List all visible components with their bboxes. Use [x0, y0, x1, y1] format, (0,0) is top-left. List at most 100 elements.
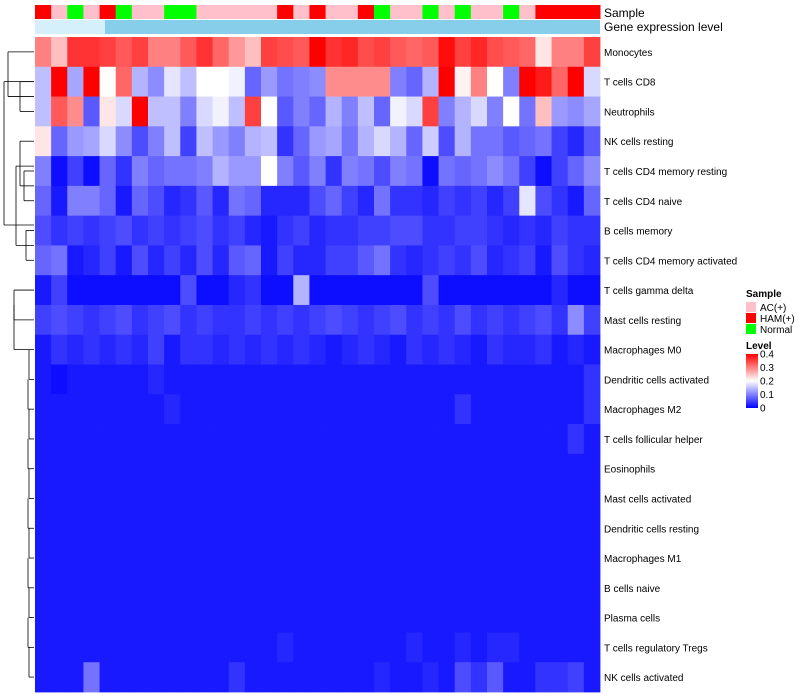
heat-cell-r11-c27 [470, 364, 488, 395]
heat-cell-r0-c27 [470, 37, 488, 68]
heat-cell-r3-c31 [535, 126, 552, 157]
heat-cell-r21-c5 [115, 662, 133, 693]
heat-cell-r5-c16 [293, 185, 310, 217]
heat-cell-r12-c15 [277, 394, 294, 425]
row-label-12: Macrophages M2 [604, 405, 682, 416]
heat-cell-r2-c26 [454, 96, 472, 127]
row-label-13: T cells follicular helper [604, 435, 703, 446]
heat-cell-r20-c11 [212, 632, 230, 663]
heat-cell-r4-c17 [309, 156, 326, 187]
heat-cell-r0-c1 [51, 37, 68, 68]
heat-cell-r21-c26 [454, 662, 472, 693]
heat-cell-r7-c11 [212, 245, 230, 276]
heat-cell-r1-c1 [51, 66, 68, 97]
heat-cell-r17-c0 [35, 543, 52, 574]
heat-cell-r4-c8 [164, 156, 181, 187]
heat-cell-r16-c4 [99, 513, 117, 544]
heat-cell-r7-c8 [164, 245, 181, 276]
heat-cell-r16-c31 [535, 513, 552, 544]
heat-cell-r4-c10 [196, 156, 213, 187]
heat-cell-r0-c21 [374, 37, 391, 68]
heat-cell-r3-c2 [67, 126, 84, 157]
heat-cell-r5-c3 [83, 185, 100, 217]
heat-cell-r9-c30 [519, 304, 536, 336]
heat-cell-r14-c8 [164, 453, 181, 484]
heat-cell-r21-c14 [261, 662, 278, 693]
heat-cell-r14-c13 [244, 453, 262, 484]
heat-cell-r19-c33 [567, 602, 585, 633]
heat-cell-r8-c19 [341, 275, 359, 306]
heat-cell-r2-c32 [551, 96, 569, 127]
heat-cell-r19-c7 [148, 602, 165, 633]
heat-cell-r19-c30 [519, 602, 536, 633]
sample-cell-22 [390, 5, 407, 19]
heat-cell-r10-c16 [293, 334, 310, 365]
heat-cell-r4-c33 [567, 156, 585, 187]
heat-cell-r14-c6 [131, 453, 149, 484]
heat-cell-r6-c18 [325, 215, 343, 246]
heat-cell-r11-c22 [390, 364, 407, 395]
heat-cell-r18-c34 [583, 572, 601, 604]
heat-cell-r17-c19 [341, 543, 359, 574]
heat-cell-r21-c34 [583, 662, 601, 693]
heat-cell-r16-c2 [67, 513, 84, 544]
sample-legend-label-2: Normal [760, 325, 792, 336]
heat-cell-r19-c15 [277, 602, 294, 633]
heat-cell-r13-c22 [390, 424, 407, 455]
heat-cell-r11-c3 [83, 364, 100, 395]
sample-cell-2 [67, 5, 84, 19]
heat-cell-r7-c20 [357, 245, 375, 276]
heat-cell-r21-c9 [180, 662, 197, 693]
heat-cell-r4-c25 [438, 156, 456, 187]
heat-cell-r18-c26 [454, 572, 472, 604]
heat-cell-r10-c20 [357, 334, 375, 365]
heat-cell-r10-c18 [325, 334, 343, 365]
heat-cell-r15-c33 [567, 483, 585, 514]
heat-cell-r18-c25 [438, 572, 456, 604]
heat-cell-r13-c2 [67, 424, 84, 455]
level-legend-title: Level [746, 341, 772, 352]
sample-cell-21 [374, 5, 391, 19]
heat-cell-r15-c11 [212, 483, 230, 514]
sample-cell-18 [325, 5, 343, 19]
heat-cell-r1-c26 [454, 66, 472, 97]
heat-cell-r17-c17 [309, 543, 326, 574]
heat-cell-r12-c34 [583, 394, 601, 425]
heat-cell-r17-c9 [180, 543, 197, 574]
heat-cell-r1-c12 [228, 66, 246, 97]
heat-cell-r11-c16 [293, 364, 310, 395]
heat-cell-r15-c21 [374, 483, 391, 514]
heat-cell-r1-c17 [309, 66, 326, 97]
heat-cell-r13-c33 [567, 424, 585, 455]
row-label-0: Monocytes [604, 48, 652, 59]
sample-annotation-label: Sample [604, 6, 645, 20]
heat-cell-r9-c20 [357, 304, 375, 336]
heat-cell-r19-c31 [535, 602, 552, 633]
heat-cell-r2-c19 [341, 96, 359, 127]
heat-cell-r5-c0 [35, 185, 52, 217]
heat-cell-r5-c11 [212, 185, 230, 217]
row-label-9: Mast cells resting [604, 316, 681, 327]
heat-cell-r11-c13 [244, 364, 262, 395]
row-label-3: NK cells resting [604, 137, 673, 148]
heat-cell-r0-c24 [422, 37, 439, 68]
heat-cell-r18-c0 [35, 572, 52, 604]
sample-cell-9 [180, 5, 197, 19]
heat-cell-r13-c27 [470, 424, 488, 455]
heat-cell-r19-c17 [309, 602, 326, 633]
gene-bar-fill [35, 20, 600, 34]
heat-cell-r3-c14 [261, 126, 278, 157]
heat-cell-r5-c31 [535, 185, 552, 217]
sample-legend-swatch-2 [746, 324, 756, 334]
heat-cell-r6-c11 [212, 215, 230, 246]
sample-cell-4 [99, 5, 117, 19]
heat-cell-r20-c33 [567, 632, 585, 663]
heat-cell-r16-c17 [309, 513, 326, 544]
heat-cell-r14-c28 [487, 453, 504, 484]
heat-cell-r3-c5 [115, 126, 133, 157]
heat-cell-r19-c10 [196, 602, 213, 633]
row-label-5: T cells CD4 naive [604, 197, 683, 208]
heat-cell-r11-c6 [131, 364, 149, 395]
heat-cell-r8-c31 [535, 275, 552, 306]
heat-cell-r12-c28 [487, 394, 504, 425]
